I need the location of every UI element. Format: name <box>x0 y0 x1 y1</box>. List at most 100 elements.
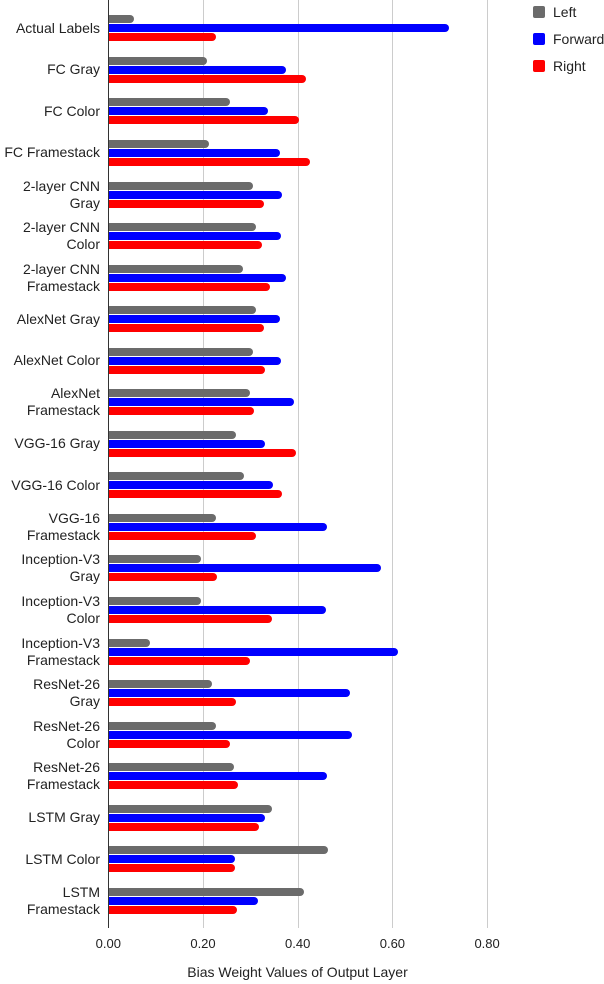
gridline <box>298 0 299 928</box>
legend-label-right: Right <box>553 58 586 74</box>
bar-left <box>108 597 201 605</box>
bar-left <box>108 347 253 356</box>
y-axis-line <box>108 0 109 928</box>
x-tick-label: 0.80 <box>474 936 500 951</box>
gridline <box>487 0 488 928</box>
legend-swatch-left <box>533 6 545 18</box>
bar-forward <box>108 481 273 490</box>
y-category-label: Inception-V3 Gray <box>21 551 100 585</box>
y-category-label: FC Color <box>43 102 100 119</box>
bar-forward <box>108 522 327 531</box>
bar-left <box>108 15 134 24</box>
bar-right <box>108 282 270 291</box>
bar-forward <box>108 148 280 157</box>
bar-forward <box>108 689 350 698</box>
y-category-label: LSTM Color <box>25 850 100 867</box>
y-category-label: VGG-16 Color <box>11 476 100 493</box>
bar-left <box>108 804 272 813</box>
bar-forward <box>108 24 449 33</box>
bar-right <box>108 531 256 540</box>
bar-forward <box>108 772 327 781</box>
bar-left <box>108 513 216 522</box>
x-tick-label: 0.20 <box>190 936 216 951</box>
bar-forward <box>108 356 281 365</box>
x-axis-title: Bias Weight Values of Output Layer <box>187 964 408 980</box>
bar-forward <box>108 273 286 282</box>
y-category-label: FC Framestack <box>4 144 100 161</box>
y-category-label: Inception-V3 Framestack <box>21 634 100 668</box>
y-category-label: Actual Labels <box>15 19 100 36</box>
bar-right <box>108 448 296 457</box>
y-category-label: ResNet-26 Gray <box>33 676 100 710</box>
x-tick-label: 0.40 <box>285 936 311 951</box>
bar-forward <box>108 606 326 614</box>
y-category-label: FC Gray <box>47 61 100 78</box>
bar-forward <box>108 813 266 822</box>
bar-right <box>108 116 300 125</box>
bar-forward <box>108 896 258 905</box>
bar-forward <box>108 190 282 199</box>
bar-left <box>108 430 236 439</box>
y-category-label: AlexNet Framestack <box>26 385 100 419</box>
bar-right <box>108 905 237 914</box>
gridline <box>203 0 204 928</box>
bar-left <box>108 638 151 647</box>
legend-label-forward: Forward <box>553 31 604 47</box>
bar-right <box>108 199 264 208</box>
legend-item-forward: Forward <box>533 31 604 47</box>
bar-left <box>108 555 201 564</box>
bar-right <box>108 739 231 748</box>
bar-forward <box>108 564 381 573</box>
y-category-label: ResNet-26 Color <box>33 717 100 751</box>
y-category-label: VGG-16 Framestack <box>26 509 100 543</box>
bar-right <box>108 157 310 166</box>
y-category-label: 2-layer CNN Gray <box>22 177 100 211</box>
y-category-label: Inception-V3 Color <box>21 593 100 626</box>
bar-left <box>108 139 209 148</box>
x-tick-label: 0.60 <box>379 936 406 951</box>
bar-forward <box>108 315 280 324</box>
bar-forward <box>108 65 286 74</box>
bar-left <box>108 264 243 273</box>
y-category-label: LSTM Gray <box>28 809 100 826</box>
bar-left <box>108 472 244 481</box>
bar-right <box>108 407 254 416</box>
bar-right <box>108 324 264 333</box>
legend-swatch-right <box>533 60 545 72</box>
bar-forward <box>108 730 352 739</box>
bar-right <box>108 864 235 873</box>
legend-item-left: Left <box>533 4 576 20</box>
bar-left <box>108 389 250 398</box>
bar-right <box>108 74 306 83</box>
bar-left <box>108 181 253 190</box>
bar-right <box>108 656 250 665</box>
y-category-label: LSTM Framestack <box>26 883 100 917</box>
legend-item-right: Right <box>533 58 586 74</box>
bar-forward <box>108 439 266 448</box>
y-category-label: AlexNet Color <box>13 352 100 369</box>
bar-forward <box>108 855 235 864</box>
bar-right <box>108 781 238 790</box>
bar-forward <box>108 232 281 241</box>
y-category-label: ResNet-26 Framestack <box>26 759 100 793</box>
bar-left <box>108 763 234 772</box>
bar-forward <box>108 647 398 656</box>
bar-right <box>108 365 265 374</box>
bar-left <box>108 56 207 65</box>
x-tick-label: 0.00 <box>95 936 121 951</box>
bar-right <box>108 33 216 42</box>
bar-right <box>108 615 272 623</box>
y-category-label: 2-layer CNN Framestack <box>22 260 100 294</box>
gridline <box>392 0 393 928</box>
bar-left <box>108 887 304 896</box>
legend-swatch-forward <box>533 33 545 45</box>
bar-right <box>108 698 236 707</box>
legend-label-left: Left <box>553 4 577 20</box>
y-category-label: VGG-16 Gray <box>14 435 100 452</box>
y-category-label: AlexNet Gray <box>16 310 100 327</box>
bar-right <box>108 822 259 831</box>
bar-left <box>108 721 216 730</box>
bar-right <box>108 573 217 582</box>
bar-left <box>108 306 256 315</box>
